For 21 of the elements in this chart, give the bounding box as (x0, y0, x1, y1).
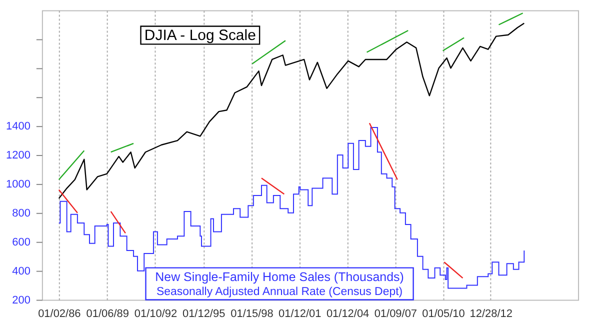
x-tick-label: 01/10/92 (134, 308, 178, 320)
y-tick-label: 1400 (6, 120, 30, 133)
series-label: DJIA - Log Scale (144, 27, 256, 44)
y-tick-label: 400 (12, 265, 30, 278)
x-tick-label: 01/02/86 (38, 308, 81, 320)
x-tick-label: 01/15/98 (230, 308, 274, 320)
x-tick-label: 01/12/95 (182, 308, 226, 320)
y-tick-label: 800 (12, 207, 30, 220)
y-tick-label: 600 (12, 236, 30, 248)
x-tick-label: 12/28/12 (470, 308, 513, 320)
line-series (58, 22, 525, 200)
annotation: Seasonally Adjusted Annual Rate (Census Dept) (156, 286, 403, 298)
x-tick-label: 01/09/07 (374, 308, 418, 320)
y-tick-label: 1200 (6, 150, 30, 162)
x-tick-label: 01/12/01 (278, 308, 322, 320)
y-tick-label: 1000 (6, 178, 30, 190)
x-tick-label: 01/06/89 (86, 308, 129, 320)
x-tick-label: 01/05/10 (422, 308, 465, 320)
y-tick-label: 200 (12, 294, 30, 306)
series-label: New Single-Family Home Sales (Thousands) (155, 270, 404, 284)
x-tick-label: 01/12/04 (326, 308, 370, 320)
